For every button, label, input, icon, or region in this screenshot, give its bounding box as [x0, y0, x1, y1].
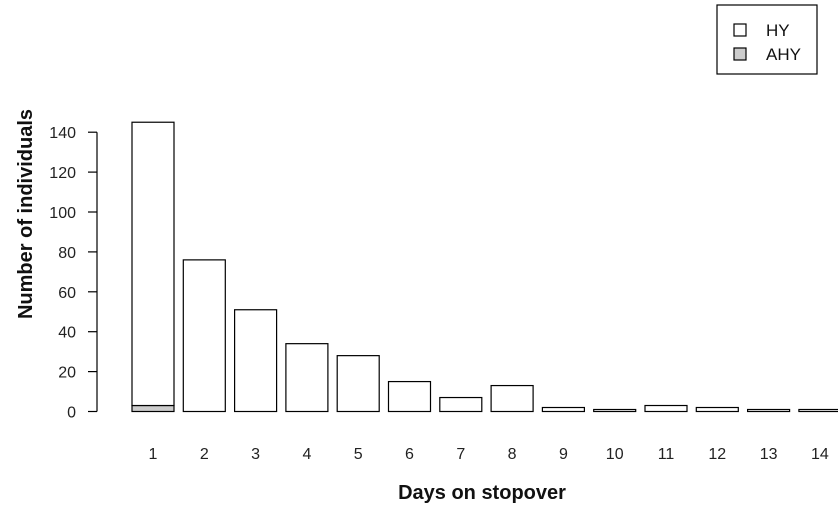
bar-hy-day-3	[234, 309, 278, 413]
x-tick-label: 5	[354, 446, 363, 463]
y-axis-title: Number of individuals	[15, 109, 37, 319]
y-axis: 0 20 40 60 80 100 120 140	[49, 125, 98, 422]
bar-hy-day-8	[490, 384, 534, 413]
y-tick-label: 120	[49, 165, 76, 182]
x-tick-label: 10	[606, 446, 624, 463]
y-tick-label: 80	[58, 245, 76, 262]
x-tick-label: 8	[508, 446, 517, 463]
x-tick-label: 4	[302, 446, 311, 463]
bar-hy-day-13	[746, 408, 791, 413]
bar-ahy-day-1	[131, 404, 175, 413]
legend-swatch-hy	[733, 23, 747, 37]
x-tick-label: 2	[200, 446, 209, 463]
y-tick-label: 60	[58, 285, 76, 302]
x-tick-label: 14	[811, 446, 829, 463]
legend-box	[716, 4, 818, 75]
bar-hy-day-4	[285, 343, 329, 413]
y-tick-label: 140	[49, 125, 76, 142]
x-tick-label: 1	[149, 446, 158, 463]
bar-hy-day-14	[798, 408, 838, 413]
bar-hy-day-9	[541, 406, 586, 413]
legend-swatch-ahy	[733, 47, 747, 61]
x-tick-label: 11	[658, 446, 675, 463]
x-tick-label: 6	[405, 446, 414, 463]
y-tick-label: 100	[49, 205, 76, 222]
x-tick-label: 9	[559, 446, 568, 463]
plot-area	[131, 121, 838, 413]
bar-hy-day-10	[593, 408, 637, 413]
x-tick-label: 7	[456, 446, 465, 463]
legend: HY AHY	[716, 4, 818, 75]
bar-hy-day-6	[387, 380, 432, 413]
x-tick-label: 3	[251, 446, 260, 463]
x-axis-title: Days on stopover	[398, 482, 566, 504]
x-tick-label: 12	[708, 446, 726, 463]
bar-hy-day-11	[644, 404, 688, 413]
y-tick-label: 0	[67, 405, 76, 422]
bar-hy-day-5	[336, 355, 380, 413]
y-tick-label: 40	[58, 325, 76, 342]
bar-hy-day-12	[695, 406, 739, 413]
legend-label-ahy: AHY	[766, 45, 801, 64]
bar-hy-day-2	[182, 259, 226, 413]
x-tick-label: 13	[760, 446, 778, 463]
legend-label-hy: HY	[766, 21, 790, 40]
bar-hy-day-1	[131, 121, 175, 407]
bar-hy-day-7	[439, 396, 483, 413]
y-tick-label: 20	[58, 365, 76, 382]
x-axis-tick-labels: 123456789101112131415	[149, 446, 829, 463]
